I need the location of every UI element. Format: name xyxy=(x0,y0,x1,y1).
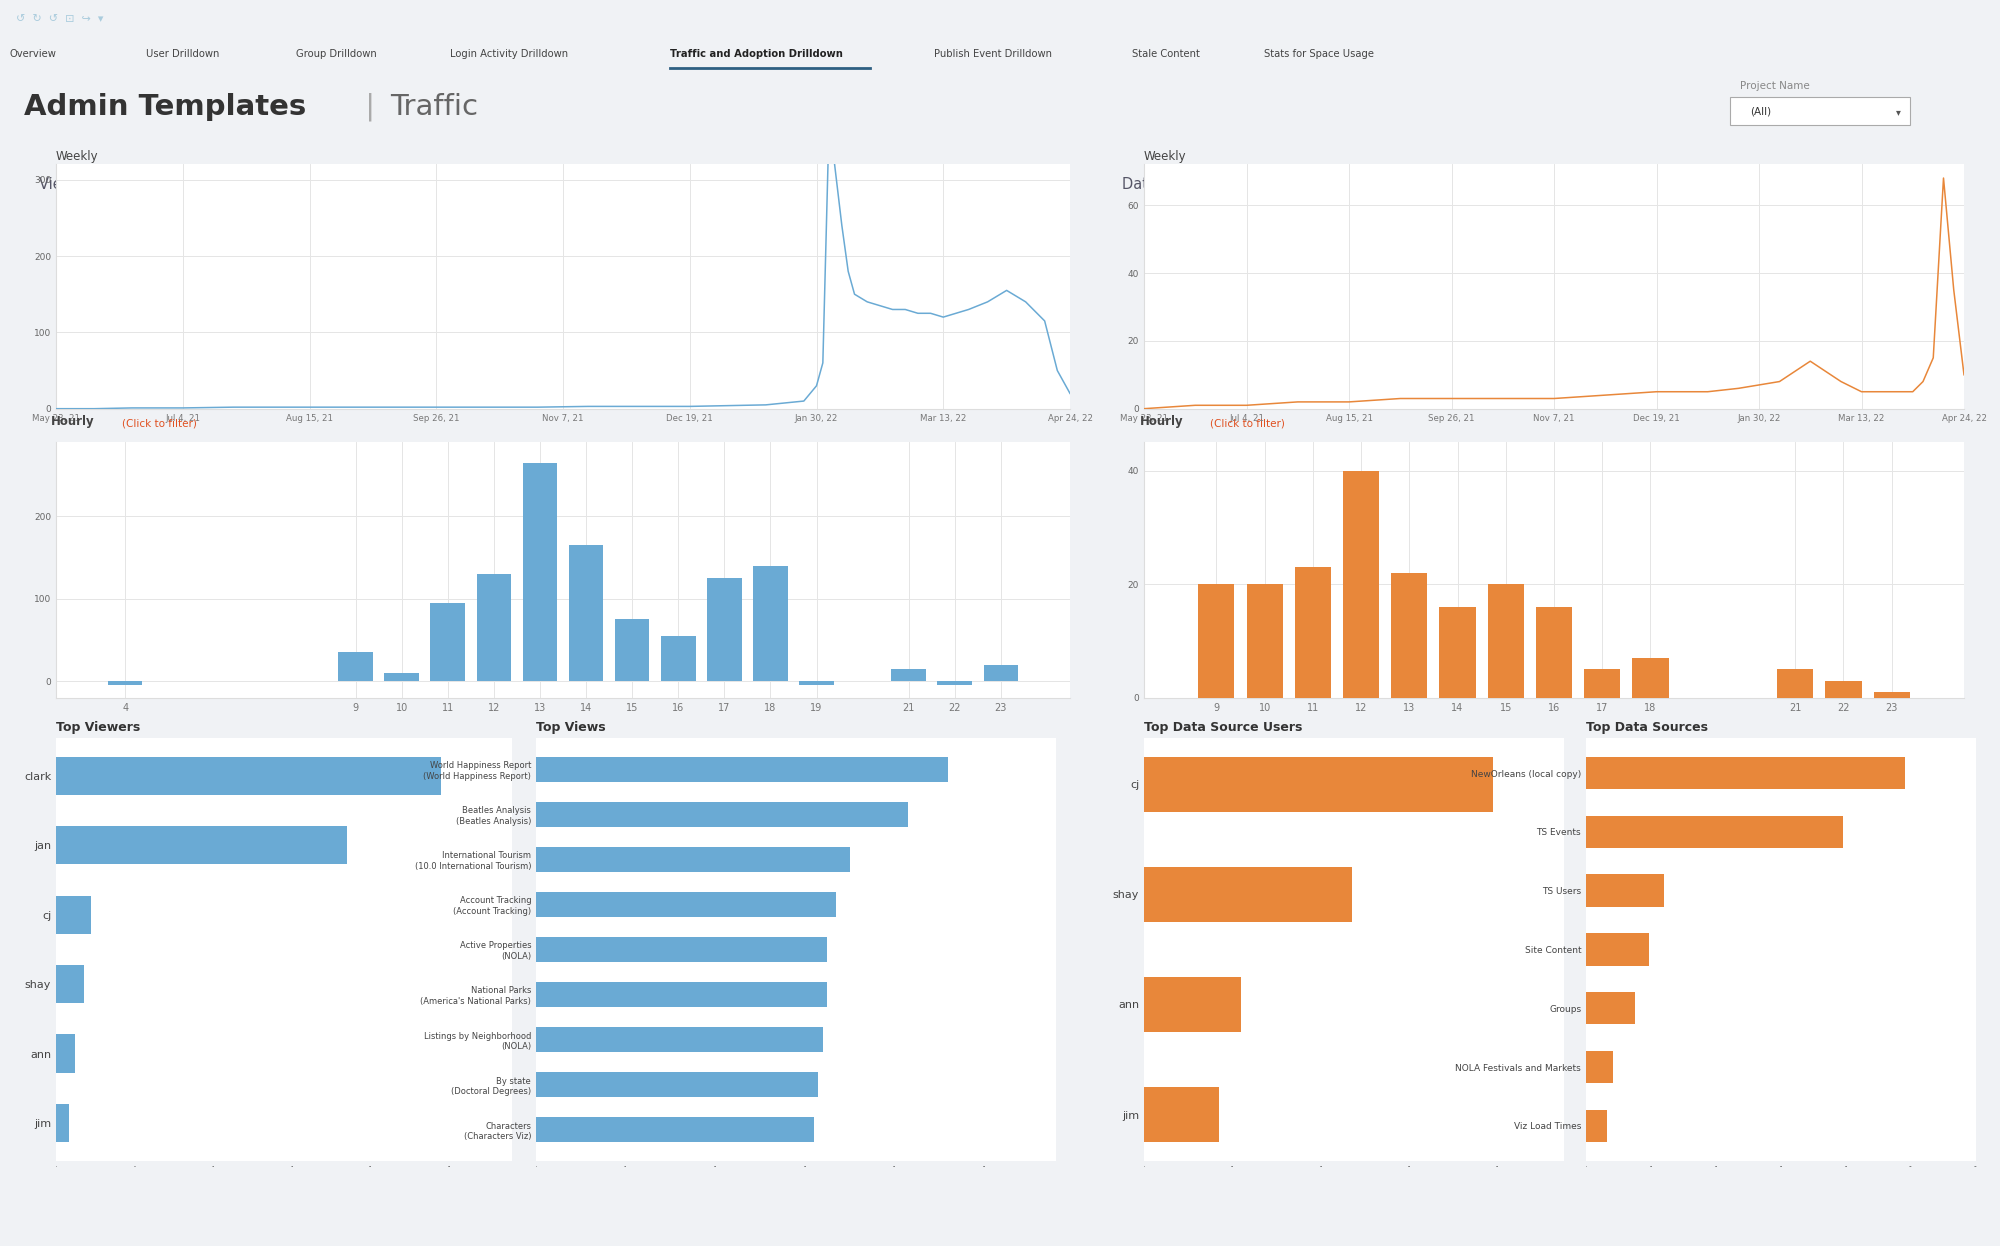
Text: Overview: Overview xyxy=(10,49,56,60)
Text: Hourly: Hourly xyxy=(1140,415,1184,429)
Bar xyxy=(1440,607,1476,698)
Text: Project Name: Project Name xyxy=(1740,81,1810,91)
Text: Publish Event Drilldown: Publish Event Drilldown xyxy=(934,49,1052,60)
Bar xyxy=(614,619,650,682)
Bar xyxy=(338,653,372,682)
Text: Login Activity Drilldown: Login Activity Drilldown xyxy=(450,49,568,60)
Text: Weekly: Weekly xyxy=(56,151,98,163)
Bar xyxy=(1586,816,1842,849)
Bar xyxy=(1342,471,1380,698)
Text: Stats for Space Usage: Stats for Space Usage xyxy=(1264,49,1374,60)
Bar xyxy=(536,1073,818,1096)
Bar xyxy=(1144,867,1352,922)
Text: User Drilldown: User Drilldown xyxy=(146,49,220,60)
Text: Traffic: Traffic xyxy=(390,92,478,121)
Bar xyxy=(1586,1110,1608,1143)
Bar xyxy=(660,635,696,682)
Bar xyxy=(56,826,346,865)
Bar xyxy=(384,673,418,682)
Bar xyxy=(56,1034,74,1073)
Bar xyxy=(1488,584,1524,698)
Text: ▾: ▾ xyxy=(1896,107,1900,117)
Bar xyxy=(536,982,828,1007)
Bar xyxy=(1778,669,1814,698)
Bar xyxy=(938,682,972,685)
Bar xyxy=(1586,1050,1612,1083)
Text: Top Data Source Users: Top Data Source Users xyxy=(1144,720,1302,734)
Bar xyxy=(1586,875,1664,907)
Bar xyxy=(56,896,90,933)
Text: (Click to filter): (Click to filter) xyxy=(1210,419,1284,429)
Bar xyxy=(536,1118,814,1143)
Bar xyxy=(984,665,1018,682)
Text: (Click to filter): (Click to filter) xyxy=(122,419,196,429)
Bar xyxy=(1586,756,1904,789)
Bar xyxy=(56,1104,68,1143)
Bar xyxy=(1144,977,1242,1032)
Text: (All): (All) xyxy=(1750,107,1772,117)
Text: Views: Multiple Projects: Views: Multiple Projects xyxy=(40,177,212,192)
Bar xyxy=(892,669,926,682)
Bar xyxy=(56,756,442,795)
Bar xyxy=(1874,692,1910,698)
Bar xyxy=(1632,658,1668,698)
Text: Data Sources: Multiple Projects: Data Sources: Multiple Projects xyxy=(1122,177,1350,192)
Text: |: | xyxy=(356,92,384,121)
Bar xyxy=(1198,584,1234,698)
Bar xyxy=(1536,607,1572,698)
Bar xyxy=(536,756,948,781)
Bar xyxy=(536,892,836,917)
Bar xyxy=(1246,584,1282,698)
Bar xyxy=(1144,756,1494,812)
Bar xyxy=(1144,1087,1220,1143)
FancyBboxPatch shape xyxy=(1730,97,1910,125)
Text: Group Drilldown: Group Drilldown xyxy=(296,49,376,60)
Bar xyxy=(708,578,742,682)
Bar xyxy=(56,966,84,1003)
Bar xyxy=(568,546,604,682)
Text: ↺  ↻  ↺  ⊡  ↪  ▾: ↺ ↻ ↺ ⊡ ↪ ▾ xyxy=(16,14,104,25)
Text: Weekly: Weekly xyxy=(1144,151,1186,163)
Bar xyxy=(536,802,908,826)
Bar xyxy=(1392,573,1428,698)
Bar xyxy=(1586,933,1650,966)
Bar xyxy=(108,682,142,685)
Bar xyxy=(1584,669,1620,698)
Text: Stale Content: Stale Content xyxy=(1132,49,1200,60)
Bar xyxy=(430,603,466,682)
Bar xyxy=(476,574,512,682)
Bar xyxy=(522,464,558,682)
Bar xyxy=(800,682,834,685)
Bar xyxy=(1586,992,1634,1024)
Text: Top Data Sources: Top Data Sources xyxy=(1586,720,1708,734)
Bar xyxy=(754,566,788,682)
Bar xyxy=(536,847,850,872)
Text: Top Views: Top Views xyxy=(536,720,606,734)
Bar xyxy=(1826,680,1862,698)
Text: Hourly: Hourly xyxy=(50,415,94,429)
Text: Admin Templates: Admin Templates xyxy=(24,92,306,121)
Bar xyxy=(1294,567,1330,698)
Text: Traffic and Adoption Drilldown: Traffic and Adoption Drilldown xyxy=(670,49,842,60)
Bar xyxy=(536,1027,822,1052)
Bar xyxy=(536,937,828,962)
Text: Top Viewers: Top Viewers xyxy=(56,720,140,734)
